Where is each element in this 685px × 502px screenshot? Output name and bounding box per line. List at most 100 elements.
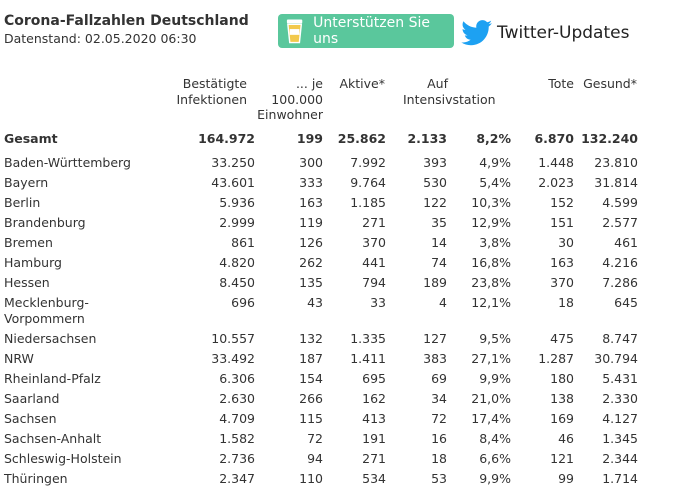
cell-deaths: 1.448 [538,155,574,170]
cell-per100k: 266 [299,391,323,406]
cell-per100k: 135 [299,275,323,290]
table-row: NRW 33.492 187 1.411 383 27,1% 1.287 30.794 [0,351,685,371]
cell-icu-pct: 12,1% [471,295,511,310]
table-row: Bayern 43.601 333 9.764 530 5,4% 2.023 31.814 [0,175,685,195]
cell-icu: 4 [439,295,447,310]
cell-confirmed: 5.936 [219,195,255,210]
cell-per100k: 333 [299,175,323,190]
table-row: Sachsen-Anhalt 1.582 72 191 16 8,4% 46 1.345 [0,431,685,451]
twitter-bird-icon [461,20,493,46]
cell-confirmed: 1.582 [219,431,255,446]
cell-icu-pct: 8,2% [476,131,511,146]
cell-icu-pct: 27,1% [471,351,511,366]
page-title: Corona-Fallzahlen Deutschland [4,13,249,29]
cell-deaths: 152 [550,195,574,210]
cell-per100k: 115 [299,411,323,426]
cell-active: 7.992 [350,155,386,170]
cell-deaths: 6.870 [534,131,574,146]
table-row: Saarland 2.630 266 162 34 21,0% 138 2.330 [0,391,685,411]
cell-icu-pct: 17,4% [471,411,511,426]
cell-deaths: 138 [550,391,574,406]
cell-recovered: 2.577 [602,215,638,230]
cell-deaths: 169 [550,411,574,426]
cell-per100k: 119 [299,215,323,230]
cell-per100k: 262 [299,255,323,270]
cell-icu: 127 [423,331,447,346]
support-button-label: Unterstützen Sie uns [313,15,430,47]
datestamp: Datenstand: 02.05.2020 06:30 [4,31,197,46]
cell-deaths: 30 [558,235,574,250]
cell-recovered: 23.810 [594,155,638,170]
cell-deaths: 121 [550,451,574,466]
table-row: Schleswig-Holstein 2.736 94 271 18 6,6% 121 2.3… [0,451,685,471]
cell-confirmed: 2.630 [219,391,255,406]
cell-recovered: 1.345 [602,431,638,446]
table-row: Bremen 861 126 370 14 3,8% 30 461 [0,235,685,255]
cell-active: 413 [362,411,386,426]
twitter-updates-label: Twitter-Updates [497,23,630,43]
col-icu-1: Auf [427,76,448,91]
col-confirmed: Bestätigte Infektionen [176,76,248,107]
cell-active: 695 [362,371,386,386]
cell-icu: 189 [423,275,447,290]
coffee-cup-icon [286,19,303,44]
cell-icu-pct: 16,8% [471,255,511,270]
cell-confirmed: 2.347 [219,471,255,486]
cell-icu: 122 [423,195,447,210]
cell-active: 794 [362,275,386,290]
cell-per100k: 163 [299,195,323,210]
cell-deaths: 370 [550,275,574,290]
cell-recovered: 461 [614,235,638,250]
cell-icu: 530 [423,175,447,190]
cell-recovered: 5.431 [602,371,638,386]
cell-confirmed: 10.557 [211,331,255,346]
state-name: Niedersachsen [4,331,97,346]
state-name: Rheinland-Pfalz [4,371,101,386]
cell-active: 534 [362,471,386,486]
cell-per100k: 132 [299,331,323,346]
cell-icu: 69 [431,371,447,386]
support-button[interactable]: Unterstützen Sie uns [278,14,454,48]
state-name: Bayern [4,175,49,190]
cell-confirmed: 4.709 [219,411,255,426]
cell-per100k: 199 [296,131,323,146]
state-name: Hamburg [4,255,62,270]
table-row: Baden-Württemberg 33.250 300 7.992 393 4,9% 1.… [0,155,685,175]
cell-active: 370 [362,235,386,250]
cell-active: 9.764 [350,175,386,190]
cell-icu-pct: 8,4% [479,431,511,446]
cell-deaths: 99 [558,471,574,486]
cell-confirmed: 33.250 [211,155,255,170]
cell-confirmed: 861 [231,235,255,250]
cell-confirmed: 164.972 [198,131,255,146]
cell-active: 25.862 [337,131,386,146]
state-name: Hessen [4,275,50,290]
total-row: Gesamt 164.972 199 25.862 2.133 8,2% 6.870 132.… [0,131,685,151]
cell-icu: 72 [431,411,447,426]
cell-per100k: 72 [307,431,323,446]
cell-per100k: 300 [299,155,323,170]
cell-per100k: 154 [299,371,323,386]
cell-icu: 2.133 [407,131,447,146]
table-row: Hessen 8.450 135 794 189 23,8% 370 7.286 [0,275,685,295]
total-label: Gesamt [4,131,58,146]
cell-active: 33 [370,295,386,310]
col-per100k: ... je 100.000 Einwohner [257,76,323,122]
cell-icu: 35 [431,215,447,230]
cell-recovered: 7.286 [602,275,638,290]
cell-icu: 383 [423,351,447,366]
twitter-updates-link[interactable]: Twitter-Updates [461,18,629,48]
cell-icu: 74 [431,255,447,270]
cell-recovered: 1.714 [602,471,638,486]
state-name: Saarland [4,391,60,406]
state-name: Berlin [4,195,41,210]
cell-active: 162 [362,391,386,406]
cell-deaths: 46 [558,431,574,446]
cell-per100k: 126 [299,235,323,250]
cell-recovered: 4.127 [602,411,638,426]
cell-deaths: 163 [550,255,574,270]
cell-recovered: 645 [614,295,638,310]
cell-active: 1.185 [350,195,386,210]
state-name: Sachsen-Anhalt [4,431,102,446]
state-name: Thüringen [4,471,68,486]
